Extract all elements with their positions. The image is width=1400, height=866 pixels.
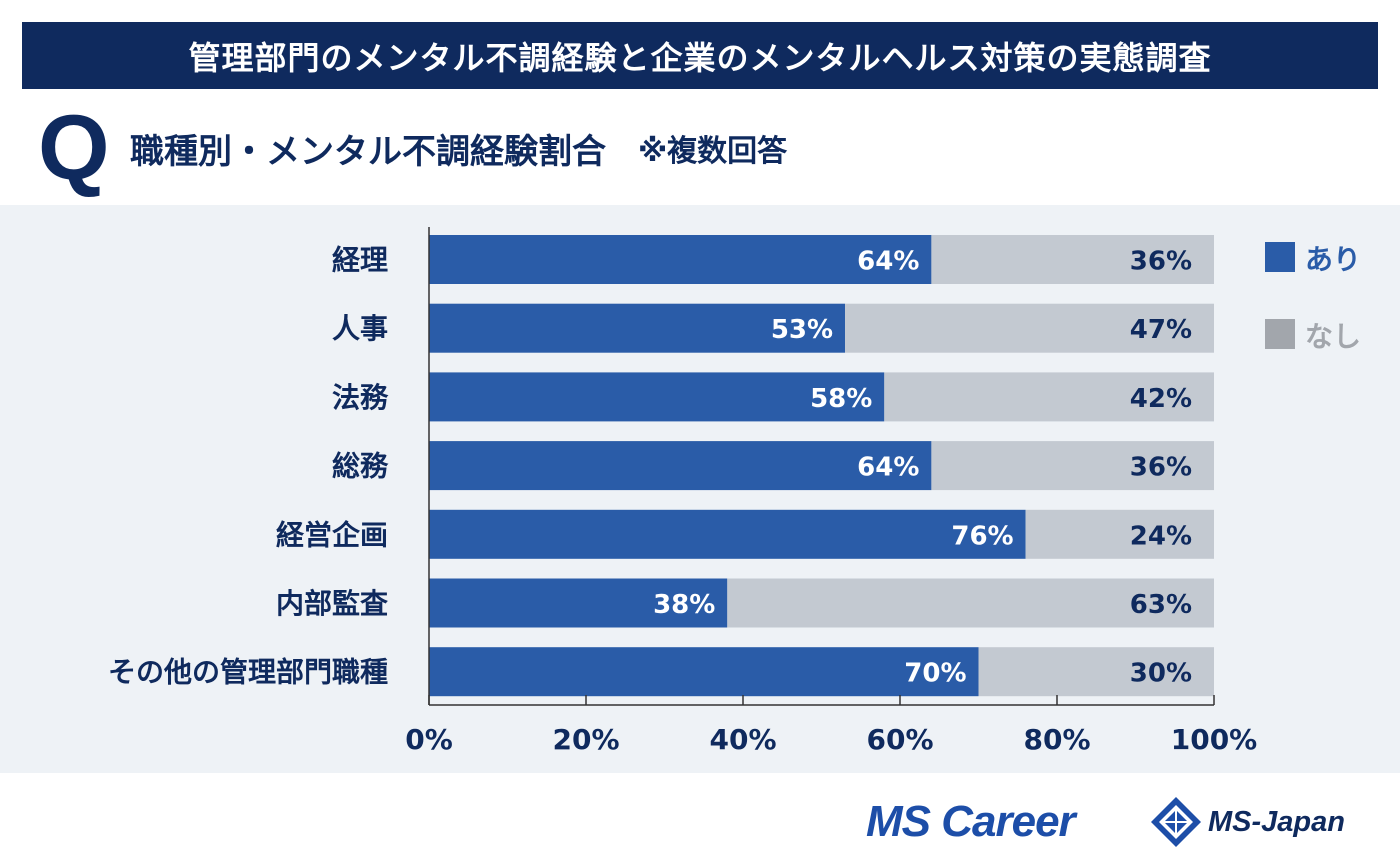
bar-1-1	[845, 303, 1214, 353]
question-heading: 職種別・メンタル不調経験割合 ※複数回答	[130, 120, 787, 176]
legend-swatch-0	[1265, 242, 1295, 272]
legend-label-1: なし	[1305, 320, 1361, 353]
legend-label-0: あり	[1305, 243, 1361, 276]
data-label-1-4: 24%	[1130, 521, 1192, 551]
bar-1-4	[1025, 509, 1214, 559]
page-title-banner: 管理部門のメンタル不調経験と企業のメンタルヘルス対策の実態調査	[22, 22, 1378, 89]
msjapan-logo-text: MS-Japan	[1208, 805, 1345, 838]
bar-1-5	[727, 578, 1214, 628]
bar-0-1	[429, 303, 846, 353]
mscareer-logo: MS Career	[866, 796, 1076, 848]
data-label-0-0: 64%	[857, 247, 919, 277]
data-label-1-6: 30%	[1130, 659, 1192, 689]
x-tick-label-3: 60%	[866, 723, 933, 756]
data-label-1-1: 47%	[1130, 315, 1192, 345]
bar-1-3	[931, 441, 1214, 491]
data-label-0-2: 58%	[810, 384, 872, 414]
bar-0-4	[429, 509, 1026, 559]
bar-1-2	[884, 372, 1214, 422]
data-label-1-2: 42%	[1130, 384, 1192, 414]
chart-panel: 経理 64% 36% 人事 53% 47% 法務 58% 42% 総務 64% 36% 経営企画 76% 2…	[0, 205, 1400, 773]
page-title: 管理部門のメンタル不調経験と企業のメンタルヘルス対策の実態調査	[188, 38, 1212, 77]
data-label-1-5: 63%	[1130, 590, 1192, 620]
data-label-0-5: 38%	[653, 590, 715, 620]
data-label-0-1: 53%	[771, 315, 833, 345]
x-tick-label-4: 80%	[1023, 723, 1090, 756]
category-label-1: 人事	[332, 312, 388, 345]
question-text: 職種別・メンタル不調経験割合	[130, 131, 606, 172]
bar-0-6	[429, 647, 979, 697]
x-tick-label-0: 0%	[405, 723, 453, 756]
bar-0-3	[429, 441, 932, 491]
msjapan-diamond-icon	[1151, 797, 1201, 847]
category-label-5: 内部監査	[276, 587, 388, 620]
category-label-2: 法務	[332, 381, 389, 414]
msjapan-logo: MS-Japan	[1150, 794, 1345, 850]
category-label-4: 経営企画	[276, 518, 388, 551]
data-label-1-3: 36%	[1130, 453, 1192, 483]
bar-0-5	[429, 578, 728, 628]
bar-1-6	[978, 647, 1214, 697]
bar-1-0	[931, 235, 1214, 284]
data-label-1-0: 36%	[1130, 247, 1192, 277]
data-label-0-3: 64%	[857, 453, 919, 483]
question-mark-icon: Q	[38, 97, 110, 199]
stacked-bar-chart: 経理 64% 36% 人事 53% 47% 法務 58% 42% 総務 64% 36% 経営企画 76% 2…	[108, 227, 1361, 756]
data-label-0-6: 70%	[904, 659, 966, 689]
category-label-6: その他の管理部門職種	[108, 656, 388, 689]
bar-0-2	[429, 372, 885, 422]
legend-swatch-1	[1265, 319, 1295, 349]
x-tick-label-5: 100%	[1171, 723, 1258, 756]
x-tick-label-2: 40%	[709, 723, 776, 756]
bar-0-0	[429, 235, 932, 284]
mscareer-logo-text: MS Career	[866, 797, 1076, 846]
data-label-0-4: 76%	[951, 521, 1013, 551]
category-label-0: 経理	[332, 244, 388, 277]
x-tick-label-1: 20%	[552, 723, 619, 756]
category-label-3: 総務	[332, 450, 389, 483]
question-note: ※複数回答	[638, 134, 788, 169]
